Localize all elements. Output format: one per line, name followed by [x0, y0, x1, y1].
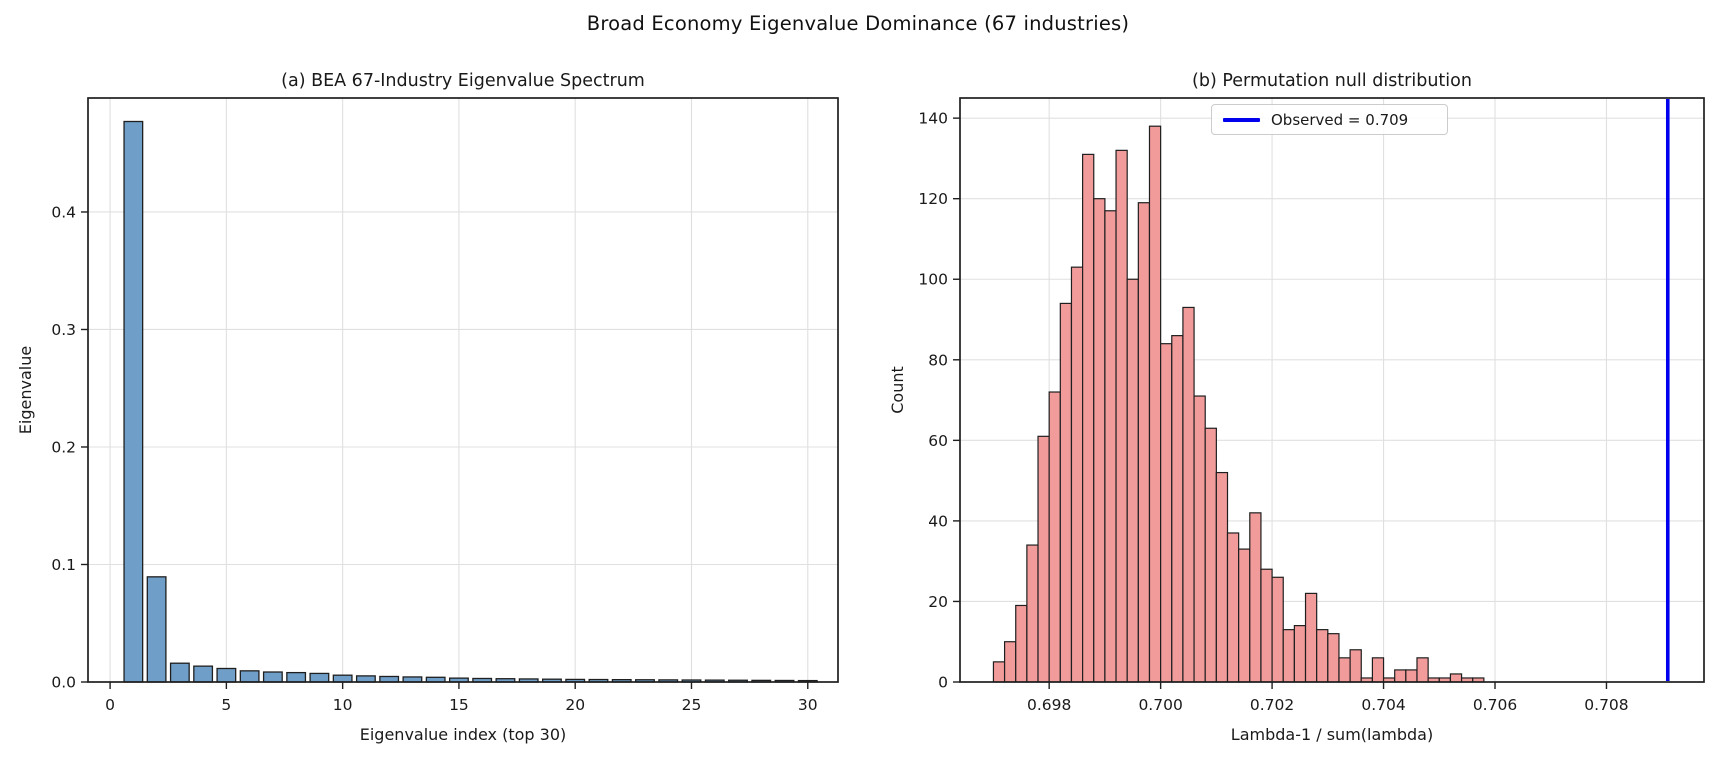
x-axis-tick-label: 30	[798, 696, 818, 714]
figure-title: Broad Economy Eigenvalue Dominance (67 i…	[586, 12, 1130, 35]
y-axis-tick-label: 0.1	[51, 556, 76, 574]
x-axis-label: Lambda-1 / sum(lambda)	[1231, 725, 1433, 744]
x-axis-tick-label: 0.704	[1361, 696, 1405, 714]
histogram-bar	[1082, 153, 1095, 683]
histogram-bar	[992, 661, 1006, 683]
histogram-bar	[1416, 657, 1429, 683]
eigenvalue-bar	[146, 576, 167, 683]
eigenvalue-bar	[169, 662, 190, 683]
histogram-bar	[1048, 391, 1061, 683]
histogram-bar	[1304, 592, 1318, 683]
y-axis-tick-label: 100	[918, 271, 948, 289]
histogram-bar	[1160, 343, 1173, 683]
observed-line-swatch	[1223, 117, 1260, 122]
plot-frame	[959, 97, 1705, 683]
x-axis-tick-label: 0.708	[1584, 696, 1628, 714]
histogram-bar	[1204, 427, 1217, 683]
eigenvalue-bar	[286, 671, 307, 683]
eigenvalue-bar	[216, 667, 237, 683]
y-axis-tick-label: 0.2	[51, 438, 76, 456]
y-axis-label: Count	[888, 366, 907, 414]
y-axis-tick-label: 60	[928, 432, 948, 450]
x-axis-tick-label: 5	[221, 696, 231, 714]
x-axis-tick-label: 25	[682, 696, 702, 714]
histogram-bar	[1260, 568, 1273, 683]
histogram-bar	[1193, 395, 1206, 683]
x-axis-tick-label: 10	[333, 696, 353, 714]
y-axis-tick-label: 20	[928, 593, 948, 611]
y-axis-tick-label: 80	[928, 351, 948, 369]
x-axis-tick-label: 0.698	[1027, 696, 1071, 714]
y-axis-label: Eigenvalue	[16, 346, 35, 434]
histogram-bar	[1249, 512, 1262, 683]
histogram-bar	[1405, 669, 1418, 683]
eigenvalue-bar	[355, 675, 376, 683]
histogram-bar	[1093, 198, 1106, 683]
histogram-bar	[1327, 633, 1340, 683]
histogram-bar	[1104, 210, 1117, 683]
histogram-bar	[1126, 278, 1139, 683]
histogram-bar	[1026, 544, 1039, 683]
histogram-bar	[1115, 149, 1128, 683]
x-axis-tick-label: 0	[105, 696, 115, 714]
legend-label: Observed = 0.709	[1271, 110, 1409, 129]
histogram-bar	[1316, 629, 1329, 683]
legend: Observed = 0.709	[1211, 104, 1448, 135]
subplot-title: (b) Permutation null distribution	[1192, 71, 1472, 91]
histogram-bar	[1037, 435, 1050, 683]
eigenvalue-bar	[332, 674, 353, 683]
y-axis-tick-label: 0.0	[51, 674, 76, 692]
x-axis-tick-label: 15	[449, 696, 469, 714]
y-axis-tick-label: 0	[938, 674, 948, 692]
eigenvalue-bar	[193, 665, 214, 683]
histogram-bar	[1137, 202, 1151, 683]
histogram-bar	[1349, 649, 1362, 683]
eigenvalue-bar	[309, 672, 330, 683]
histogram-bar	[1015, 604, 1028, 683]
histogram-bar	[1449, 673, 1463, 683]
histogram-bar	[1293, 625, 1307, 683]
y-axis-tick-label: 0.3	[51, 321, 76, 339]
eigenvalue-bar	[239, 670, 260, 683]
histogram-bar	[1171, 335, 1184, 683]
histogram-bar	[1070, 266, 1084, 683]
subplot-title: (a) BEA 67-Industry Eigenvalue Spectrum	[281, 71, 645, 91]
histogram-bar	[1059, 302, 1073, 683]
y-axis-tick-label: 0.4	[51, 203, 76, 221]
histogram-bar	[1282, 629, 1295, 683]
x-axis-tick-label: 20	[565, 696, 585, 714]
histogram-bar	[1182, 306, 1195, 683]
eigenvalue-bar	[123, 120, 144, 683]
histogram-bar	[1394, 669, 1407, 683]
histogram-bar	[1371, 657, 1385, 683]
plot-frame	[87, 97, 839, 683]
eigenvalue-bar	[262, 671, 283, 683]
y-axis-tick-label: 120	[918, 190, 948, 208]
histogram-bar	[1338, 657, 1351, 683]
x-axis-tick-label: 0.700	[1138, 696, 1182, 714]
histogram-bar	[1215, 471, 1229, 683]
histogram-bar	[1238, 548, 1251, 683]
x-axis-tick-label: 0.702	[1250, 696, 1294, 714]
histogram-bar	[1226, 532, 1240, 683]
x-axis-label: Eigenvalue index (top 30)	[360, 725, 567, 744]
histogram-bar	[1271, 576, 1284, 683]
y-axis-tick-label: 40	[928, 512, 948, 530]
histogram-bar	[1148, 125, 1162, 683]
histogram-bar	[1003, 641, 1017, 683]
y-axis-tick-label: 140	[918, 110, 948, 128]
x-axis-tick-label: 0.706	[1473, 696, 1517, 714]
